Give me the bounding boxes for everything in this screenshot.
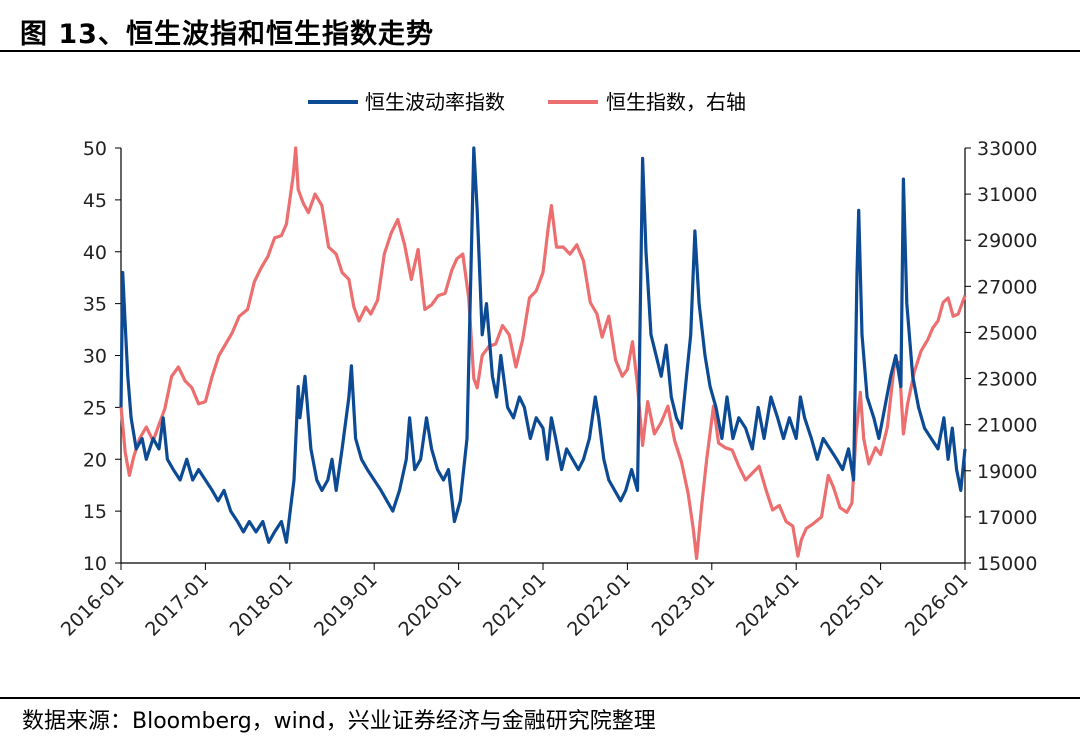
right-tick-label: 33000 xyxy=(977,138,1037,160)
x-tick-label: 2024-01 xyxy=(732,569,804,641)
top-rule xyxy=(0,50,1080,52)
right-tick-label: 21000 xyxy=(977,415,1037,437)
x-tick-label: 2020-01 xyxy=(394,569,466,641)
x-tick-label: 2019-01 xyxy=(310,569,382,641)
x-tick-label: 2023-01 xyxy=(648,569,720,641)
left-tick-label: 50 xyxy=(83,138,107,160)
right-tick-label: 17000 xyxy=(977,507,1037,529)
right-tick-label: 15000 xyxy=(977,553,1037,575)
right-tick-label: 25000 xyxy=(977,322,1037,344)
right-tick-label: 31000 xyxy=(977,184,1037,206)
left-tick-label: 20 xyxy=(83,449,107,471)
right-tick-label: 19000 xyxy=(977,461,1037,483)
left-tick-label: 45 xyxy=(83,190,107,212)
series-hang-seng-index xyxy=(119,146,967,561)
hang-seng-index-line xyxy=(119,146,967,561)
left-tick-label: 35 xyxy=(83,294,107,316)
x-tick-label: 2021-01 xyxy=(479,569,551,641)
x-tick-label: 2017-01 xyxy=(141,569,213,641)
x-tick-label: 2018-01 xyxy=(226,569,298,641)
right-tick-label: 23000 xyxy=(977,369,1037,391)
x-tick-label: 2022-01 xyxy=(563,569,635,641)
chart: 恒生波动率指数 恒生指数，右轴 10 15 20 25 30 35 40 45 50 15000 1… xyxy=(57,90,1038,641)
left-tick-label: 15 xyxy=(83,501,107,523)
left-tick-label: 10 xyxy=(83,553,107,575)
legend-label-hsi: 恒生指数，右轴 xyxy=(606,90,746,114)
legend: 恒生波动率指数 恒生指数，右轴 xyxy=(308,90,746,114)
left-tick-label: 40 xyxy=(83,242,107,264)
data-source-note: 数据来源：Bloomberg，wind，兴业证券经济与金融研究院整理 xyxy=(22,709,656,734)
left-tick-label: 30 xyxy=(83,346,107,368)
bottom-rule xyxy=(0,697,1080,699)
x-tick-label: 2016-01 xyxy=(57,569,129,641)
x-tick-label: 2026-01 xyxy=(901,569,973,641)
hang-seng-volatility-line xyxy=(119,146,967,544)
legend-label-vol: 恒生波动率指数 xyxy=(365,90,505,114)
x-tick-label: 2025-01 xyxy=(816,569,888,641)
right-tick-label: 29000 xyxy=(977,230,1037,252)
right-tick-label: 27000 xyxy=(977,276,1037,298)
left-tick-label: 25 xyxy=(83,397,107,419)
chart-title: 图 13、恒生波指和恒生指数走势 xyxy=(20,19,434,50)
series-hang-seng-volatility xyxy=(119,146,967,544)
